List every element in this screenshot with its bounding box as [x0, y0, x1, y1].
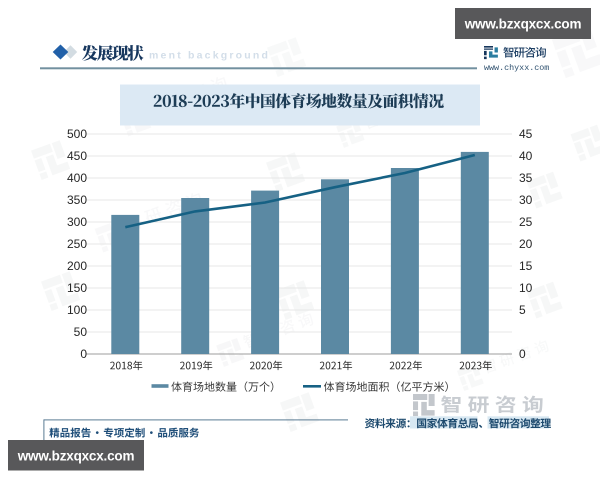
svg-text:www.chyxx.com: www.chyxx.com [484, 63, 549, 73]
svg-text:20: 20 [519, 237, 533, 251]
svg-text:150: 150 [67, 281, 87, 295]
svg-text:25: 25 [519, 215, 533, 229]
svg-text:ment background: ment background [149, 50, 270, 62]
svg-text:40: 40 [519, 149, 533, 163]
svg-text:200: 200 [67, 259, 87, 273]
svg-text:30: 30 [519, 193, 533, 207]
svg-text:350: 350 [67, 193, 87, 207]
svg-text:15: 15 [519, 259, 533, 273]
svg-text:www.bzxqxcx.com: www.bzxqxcx.com [17, 449, 135, 464]
svg-text:0: 0 [80, 347, 87, 361]
svg-text:0: 0 [519, 347, 526, 361]
svg-text:35: 35 [519, 171, 533, 185]
svg-text:450: 450 [67, 149, 87, 163]
svg-text:5: 5 [519, 303, 526, 317]
svg-text:500: 500 [67, 127, 87, 141]
svg-text:400: 400 [67, 171, 87, 185]
svg-text:10: 10 [519, 281, 533, 295]
svg-text:100: 100 [67, 303, 87, 317]
svg-text:300: 300 [67, 215, 87, 229]
svg-text:www.bzxqxcx.com: www.bzxqxcx.com [464, 17, 582, 32]
svg-text:45: 45 [519, 127, 533, 141]
svg-text:50: 50 [74, 325, 88, 339]
svg-text:250: 250 [67, 237, 87, 251]
